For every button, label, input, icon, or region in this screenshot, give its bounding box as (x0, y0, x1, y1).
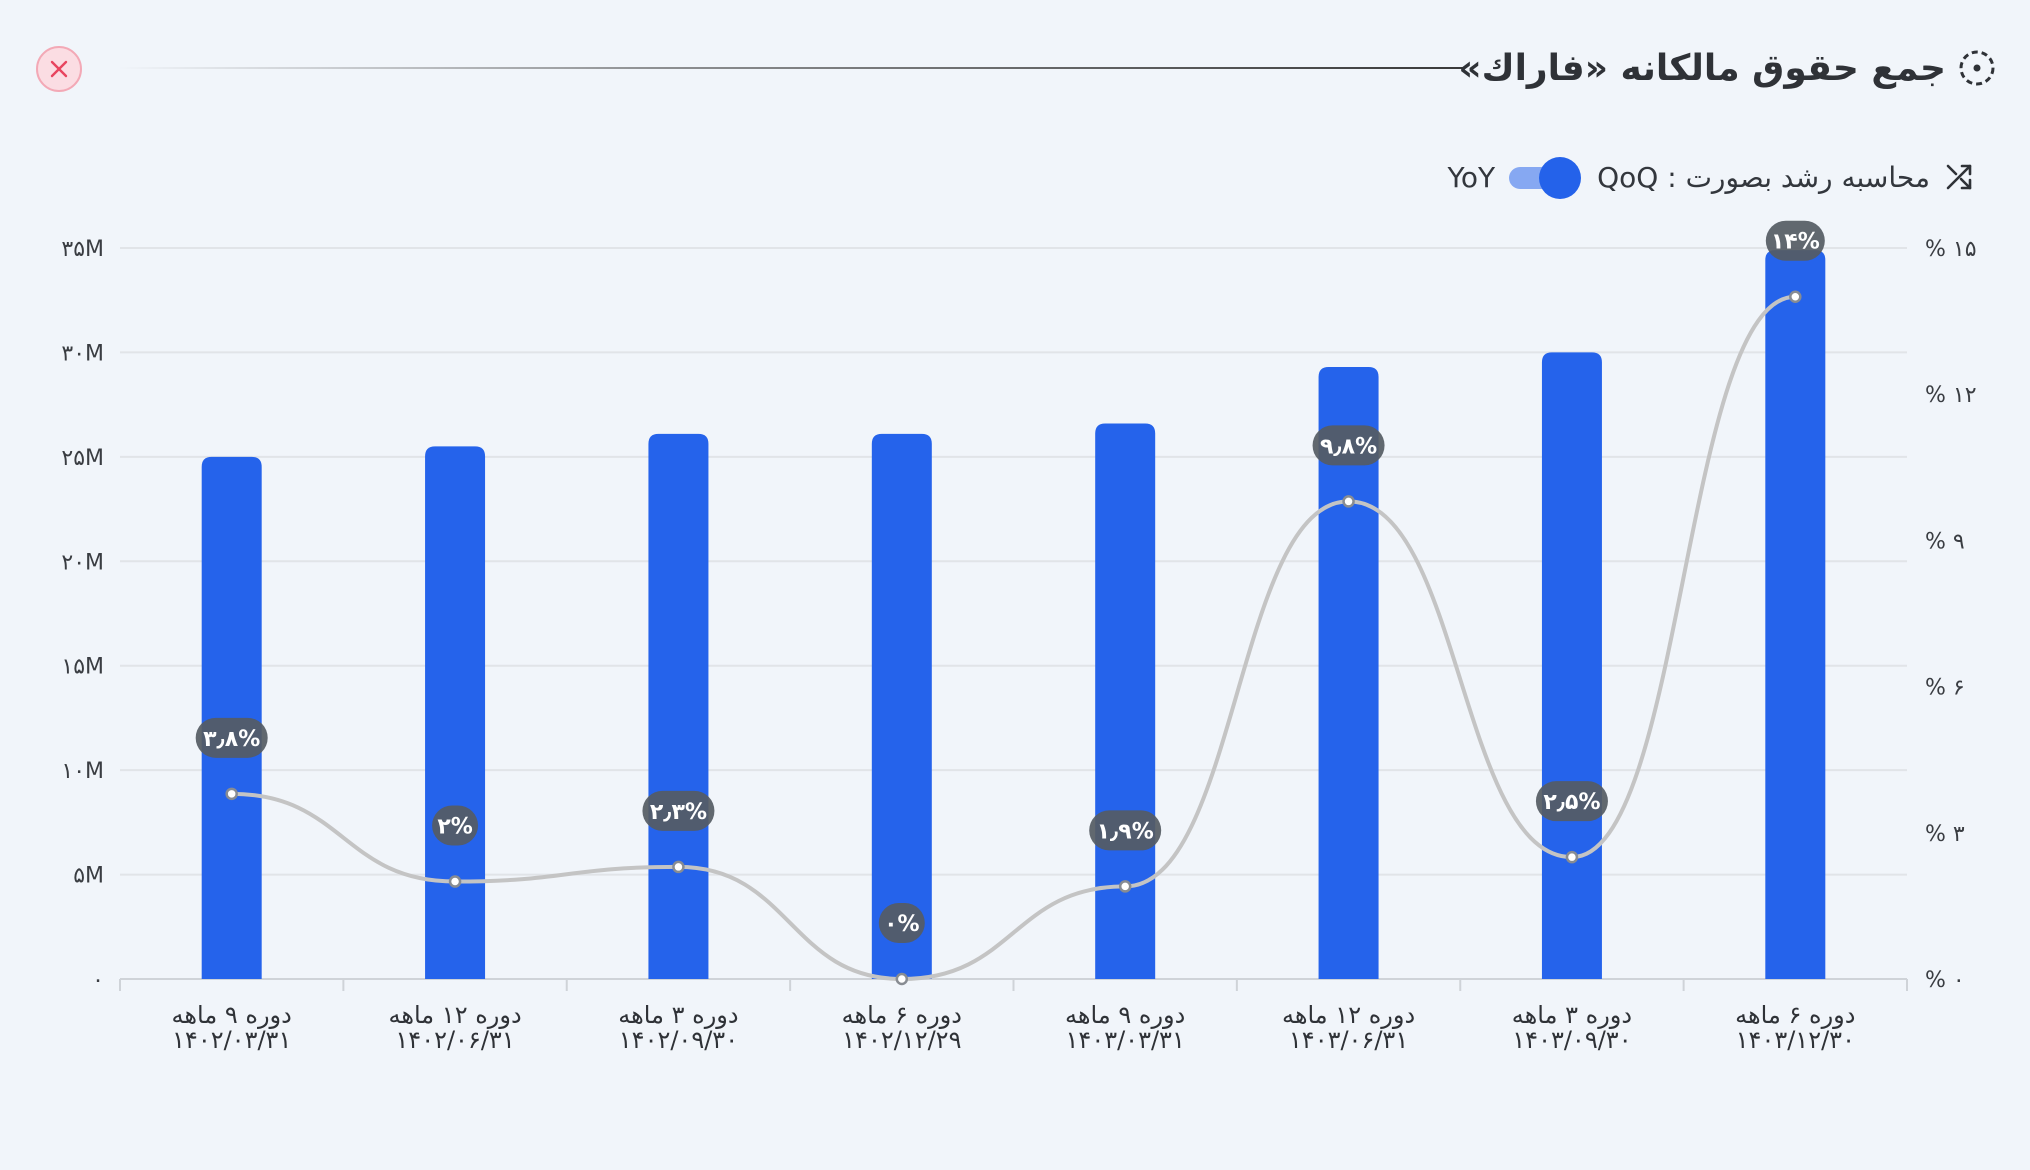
growth-label: ۲% (437, 815, 472, 840)
y-tick-left: ۰ (92, 968, 104, 993)
y-tick-left: ۵M (73, 864, 104, 889)
growth-label: ۰% (884, 912, 919, 937)
growth-badge (1089, 810, 1162, 851)
bar (425, 446, 486, 979)
growth-point (1789, 290, 1802, 303)
growth-line (231, 294, 1796, 982)
growth-label: ۲٫۵% (1543, 790, 1600, 815)
growth-label: ۳٫۸% (203, 727, 260, 752)
x-label-date: ۱۴۰۲/۰۳/۳۱ (172, 1026, 291, 1054)
y-tick-right: % ۱۵ (1925, 237, 1977, 262)
x-label-period: دوره ۹ ماهه (172, 1001, 292, 1029)
y-tick-left: ۳۰M (61, 341, 104, 366)
growth-point (448, 875, 462, 888)
growth-point (1342, 495, 1355, 508)
dotted-circle-icon (1959, 50, 1995, 86)
title-divider (118, 67, 1463, 69)
x-label-period: دوره ۳ ماهه (618, 1001, 738, 1029)
growth-label: ۱٫۹% (1097, 819, 1154, 844)
y-tick-right: % ۳ (1925, 822, 1965, 847)
x-label-period: دوره ۶ ماهه (1735, 1001, 1855, 1029)
toggle-label-qoq: محاسبه رشد بصورت : QoQ (1597, 160, 1930, 194)
growth-badge (1765, 220, 1825, 261)
bar (1095, 423, 1156, 979)
growth-badge (195, 717, 268, 758)
x-label-date: ۱۴۰۲/۰۶/۳۱ (395, 1026, 514, 1054)
y-tick-left: ۳۵M (61, 237, 104, 262)
growth-point (672, 860, 685, 874)
growth-badge (1312, 425, 1385, 466)
x-label-period: دوره ۱۲ ماهه (388, 1001, 521, 1029)
growth-point (1565, 850, 1579, 864)
bar (871, 433, 932, 980)
close-button[interactable] (36, 46, 82, 92)
x-label-date: ۱۴۰۲/۱۲/۲۹ (842, 1026, 961, 1054)
shuffle-arrows-icon (1946, 164, 1972, 190)
y-tick-right: % ۰ (1925, 968, 1965, 993)
x-label-period: دوره ۱۲ ماهه (1282, 1001, 1415, 1029)
x-label-period: دوره ۳ ماهه (1512, 1001, 1632, 1029)
growth-label: ۱۴% (1771, 230, 1820, 255)
growth-mode-switch[interactable] (1509, 157, 1583, 199)
title-group: جمع حقوق مالکانه «فاراك» (1458, 40, 1996, 96)
growth-point (225, 787, 238, 801)
y-tick-left: ۲۵M (61, 446, 104, 471)
y-tick-right: % ۶ (1925, 676, 1965, 701)
growth-label: ۲٫۳% (650, 800, 707, 825)
bar (1541, 352, 1602, 979)
y-tick-left: ۲۰M (61, 550, 104, 575)
growth-badge (878, 903, 925, 943)
bar (1318, 367, 1379, 979)
growth-point (895, 972, 909, 986)
page-title: جمع حقوق مالکانه «فاراك» (1458, 47, 1946, 89)
y-tick-right: % ۹ (1925, 529, 1965, 554)
growth-badge (642, 790, 715, 831)
x-label-period: دوره ۹ ماهه (1065, 1001, 1185, 1029)
y-tick-left: ۱۵M (61, 655, 104, 680)
x-label-date: ۱۴۰۳/۰۹/۳۰ (1512, 1026, 1631, 1054)
x-label-period: دوره ۶ ماهه (842, 1001, 962, 1029)
x-label-date: ۱۴۰۳/۰۶/۳۱ (1289, 1026, 1408, 1054)
growth-mode-toggle-row: محاسبه رشد بصورت : QoQ YoY (1447, 155, 1974, 199)
close-icon (50, 60, 68, 78)
x-label-date: ۱۴۰۳/۰۳/۳۱ (1066, 1026, 1185, 1054)
y-tick-left: ۱۰M (61, 759, 104, 784)
growth-label: ۹٫۸% (1320, 434, 1377, 459)
bar (648, 433, 709, 980)
x-label-date: ۱۴۰۳/۱۲/۳۰ (1736, 1026, 1855, 1054)
growth-point (1118, 880, 1132, 893)
y-tick-right: % ۱۲ (1925, 383, 1977, 408)
growth-badge (432, 805, 479, 846)
chart-header: جمع حقوق مالکانه «فاراك» (0, 40, 2030, 100)
bar (1765, 250, 1826, 980)
growth-badge (1535, 781, 1608, 822)
switch-knob[interactable] (1539, 157, 1582, 199)
toggle-label-yoy: YoY (1447, 160, 1496, 194)
x-label-date: ۱۴۰۲/۰۹/۳۰ (619, 1026, 738, 1054)
